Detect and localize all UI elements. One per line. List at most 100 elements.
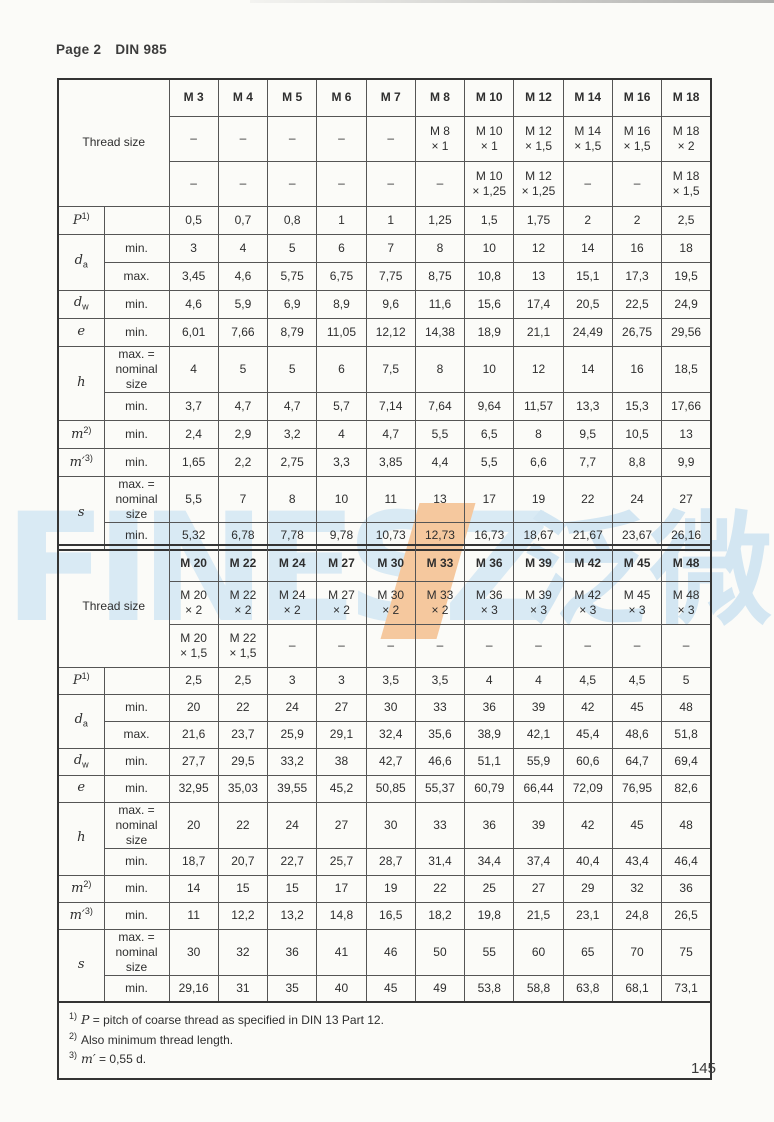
value-cell: 1: [316, 205, 367, 235]
table-row: m′3) min. 1,65 2,2 2,75 3,3 3,85 4,4 5,5 6,6 7,7 8,…: [57, 447, 712, 477]
row-symbol-cell: P1): [57, 666, 105, 695]
value-cell: 0,7: [217, 205, 269, 235]
table-row: m2) min. 14 15 15 17 19 22 25 27 29 32 36: [57, 874, 712, 903]
value-cell: 20: [168, 801, 219, 849]
value-cell: 26,75: [611, 317, 663, 347]
value-cell: 40,4: [562, 847, 613, 876]
value-cell: 6: [316, 233, 367, 263]
value-cell: 21,5: [513, 901, 564, 930]
fine-thread-variant-cell: –: [562, 623, 613, 668]
value-cell: 10: [464, 345, 515, 393]
m-size-header-cell: M 6: [316, 78, 367, 117]
value-cell: 8,8: [611, 447, 663, 477]
scan-artifact: [250, 0, 774, 3]
value-cell: 14,8: [316, 901, 367, 930]
value-cell: 15: [267, 874, 318, 903]
row-symbol-cell: da: [57, 693, 105, 749]
value-cell: 14: [562, 345, 613, 393]
fine-thread-variant-cell: M 18 × 2: [661, 115, 712, 162]
value-cell: 17,4: [513, 289, 564, 319]
row-sublabel-cell: max. = nominal size: [103, 801, 170, 849]
value-cell: 7,64: [414, 391, 466, 421]
value-cell: 29,1: [316, 720, 367, 749]
value-cell: 27,7: [168, 747, 219, 776]
value-cell: 6,6: [513, 447, 564, 477]
value-cell: 6,01: [168, 317, 219, 347]
footnote-marker: 1): [69, 1011, 78, 1021]
fine-thread-variant-cell: M 27 × 2: [316, 580, 367, 625]
value-cell: 45: [611, 801, 663, 849]
value-cell: 9,64: [464, 391, 515, 421]
table-row: P1) 2,5 2,5 3 3 3,5 3,5 4 4 4,5 4,5 5: [57, 666, 712, 695]
value-cell: 24: [611, 475, 663, 523]
value-cell: 23,1: [562, 901, 613, 930]
value-cell: 17,3: [611, 261, 663, 291]
page-header: Page 2 DIN 985: [56, 42, 167, 57]
value-cell: 29,16: [168, 974, 219, 1003]
thread-table-m20-m48: Thread size M 20 M 22 M 24 M 27 M 30 M 33 M 36 M…: [57, 544, 712, 1003]
footnotes: 1) P = pitch of coarse thread as specifie…: [57, 1003, 712, 1080]
table-row: max. 21,6 23,7 25,9 29,1 32,4 35,6 38,9 42,1 45,4…: [58, 720, 712, 749]
footnote-text: = 0,55 d.: [95, 1052, 147, 1067]
value-cell: 46,6: [414, 747, 466, 776]
value-cell: 4,5: [562, 666, 613, 695]
row-sublabel-cell: max. = nominal size: [103, 928, 170, 976]
fine-thread-variant-cell: –: [217, 160, 269, 207]
value-cell: 14: [562, 233, 613, 263]
m-size-header-cell: M 12: [513, 78, 564, 117]
value-cell: 1,5: [464, 205, 515, 235]
page-header-page-label: Page 2: [56, 42, 102, 57]
value-cell: 11: [168, 901, 219, 930]
value-cell: 28,7: [365, 847, 416, 876]
value-cell: 9,5: [562, 419, 613, 449]
value-cell: 18,9: [464, 317, 515, 347]
value-cell: 13,2: [267, 901, 318, 930]
value-cell: 4: [316, 419, 367, 449]
value-cell: 48: [661, 693, 712, 722]
value-cell: 20,7: [217, 847, 269, 876]
fine-thread-variant-cell: –: [267, 160, 318, 207]
fine-thread-variant-cell: M 22 × 1,5: [217, 623, 269, 668]
value-cell: 5,5: [464, 447, 515, 477]
value-cell: 18: [661, 233, 712, 263]
value-cell: 25: [464, 874, 515, 903]
fine-thread-variant-cell: M 33 × 2: [414, 580, 466, 625]
value-cell: 22: [217, 801, 269, 849]
value-cell: 2,75: [267, 447, 318, 477]
value-cell: 15,6: [464, 289, 515, 319]
value-cell: 1,75: [513, 205, 564, 235]
fine-thread-variant-cell: M 10 × 1,25: [464, 160, 515, 207]
value-cell: 20,5: [562, 289, 613, 319]
value-cell: 4,6: [168, 289, 219, 319]
value-cell: 51,1: [464, 747, 515, 776]
value-cell: 69,4: [661, 747, 712, 776]
m-size-header-cell: M 39: [513, 544, 564, 582]
row-sublabel-cell: min.: [103, 317, 170, 347]
value-cell: 45,2: [316, 774, 367, 803]
row-symbol-cell: h: [57, 345, 105, 421]
value-cell: 2: [611, 205, 663, 235]
row-sublabel-cell: min.: [103, 693, 170, 722]
value-cell: 50: [414, 928, 466, 976]
value-cell: 63,8: [562, 974, 613, 1003]
value-cell: 16: [611, 233, 663, 263]
row-symbol-cell: m′3): [57, 901, 105, 930]
value-cell: 35,6: [414, 720, 466, 749]
page-number: 145: [690, 1060, 716, 1077]
fine-thread-variant-cell: –: [611, 160, 663, 207]
value-cell: 3,85: [365, 447, 416, 477]
value-cell: 3: [267, 666, 318, 695]
value-cell: 10,8: [464, 261, 515, 291]
value-cell: 11,6: [414, 289, 466, 319]
value-cell: 19: [513, 475, 564, 523]
value-cell: 13: [661, 419, 712, 449]
value-cell: 22,7: [267, 847, 318, 876]
table-row: da min. 3 4 5 6 7 8 10 12 14 16 18: [57, 233, 712, 291]
value-cell: 41: [316, 928, 367, 976]
value-cell: 30: [365, 801, 416, 849]
fine-thread-variant-cell: M 22 × 2: [217, 580, 269, 625]
m-size-header-cell: M 20: [168, 544, 219, 582]
fine-thread-variant-cell: –: [316, 115, 367, 162]
fine-thread-variant-cell: –: [513, 623, 564, 668]
value-cell: 35,03: [217, 774, 269, 803]
